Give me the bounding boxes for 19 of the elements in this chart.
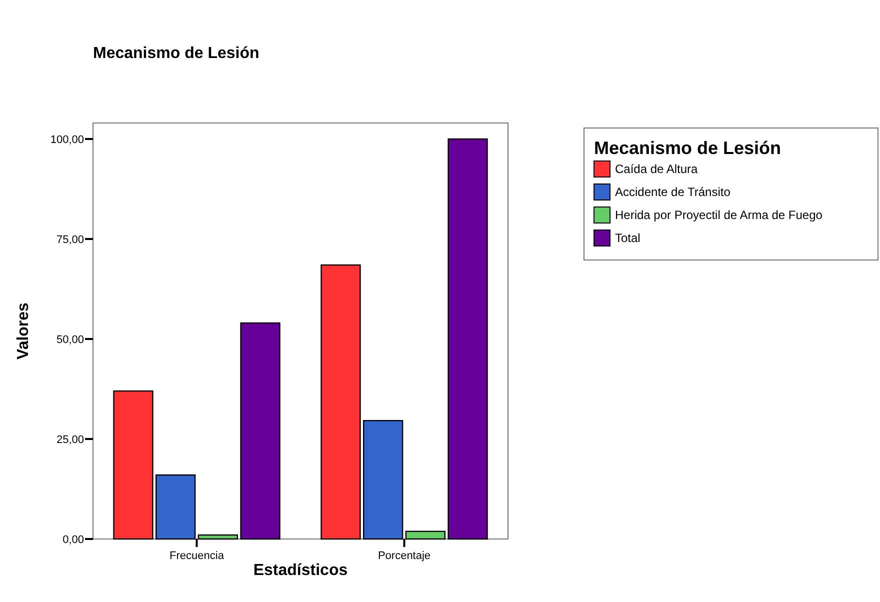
legend-label: Caída de Altura xyxy=(615,162,698,176)
bar xyxy=(240,322,280,540)
x-axis-title: Estadísticos xyxy=(253,562,348,579)
bar xyxy=(113,390,154,540)
x-tick-label: Porcentaje xyxy=(378,550,431,562)
y-axis-title: Valores xyxy=(15,302,32,360)
bar xyxy=(448,138,488,540)
legend-title: Mecanismo de Lesión xyxy=(594,138,782,158)
y-tick-label: 25,00 xyxy=(56,434,84,446)
y-tick-label: 100,00 xyxy=(50,134,84,146)
bar xyxy=(320,264,361,540)
legend-label: Herida por Proyectil de Arma de Fuego xyxy=(615,208,823,222)
legend-label: Accidente de Tránsito xyxy=(615,185,731,200)
x-tick-label: Frecuencia xyxy=(170,550,225,562)
y-tick-label: 50,00 xyxy=(56,334,84,346)
chart-title: Mecanismo de Lesión xyxy=(93,45,260,62)
y-tick-label: 75,00 xyxy=(56,234,84,246)
legend-label: Total xyxy=(615,231,640,246)
y-tick-label: 0,00 xyxy=(62,534,84,546)
